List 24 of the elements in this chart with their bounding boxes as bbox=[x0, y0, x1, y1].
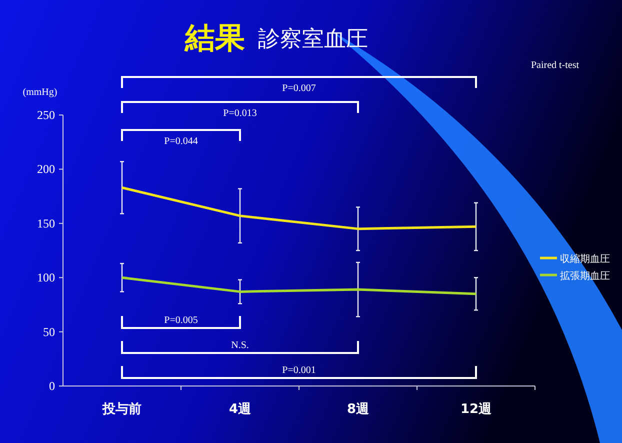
line-series bbox=[120, 186, 478, 230]
y-axis-title: (mmHg) bbox=[22, 87, 58, 98]
annotation: N.S. bbox=[231, 340, 249, 351]
line-series bbox=[120, 276, 478, 296]
y-tick-label: 50 bbox=[43, 324, 55, 339]
y-tick-label: 200 bbox=[37, 162, 55, 176]
chart-subtitle: 診察室血圧 bbox=[258, 27, 368, 52]
text: Paired t-test bbox=[530, 60, 580, 71]
x-tick-label: 4週 bbox=[228, 402, 252, 417]
y-tick-label: 250 bbox=[37, 108, 55, 122]
annotation: P=0.044 bbox=[164, 136, 198, 147]
y-tick-label: 100 bbox=[37, 270, 55, 285]
text: P=0.007 bbox=[282, 83, 316, 94]
x-tick-label: 12週 bbox=[460, 402, 493, 417]
x-tick-label: 投与前 bbox=[102, 402, 142, 417]
y-tick-label: 0 bbox=[49, 379, 55, 393]
annotation: P=0.005 bbox=[164, 315, 198, 326]
chart-title: 結果 bbox=[184, 21, 245, 56]
x-tick-label: 8週 bbox=[346, 402, 370, 417]
annotation: P=0.013 bbox=[223, 108, 257, 119]
legend-label: 収縮期血圧 bbox=[560, 253, 610, 265]
annotation: P=0.001 bbox=[282, 365, 316, 376]
y-tick-label: 150 bbox=[37, 216, 55, 230]
legend-label: 拡張期血圧 bbox=[560, 270, 610, 282]
